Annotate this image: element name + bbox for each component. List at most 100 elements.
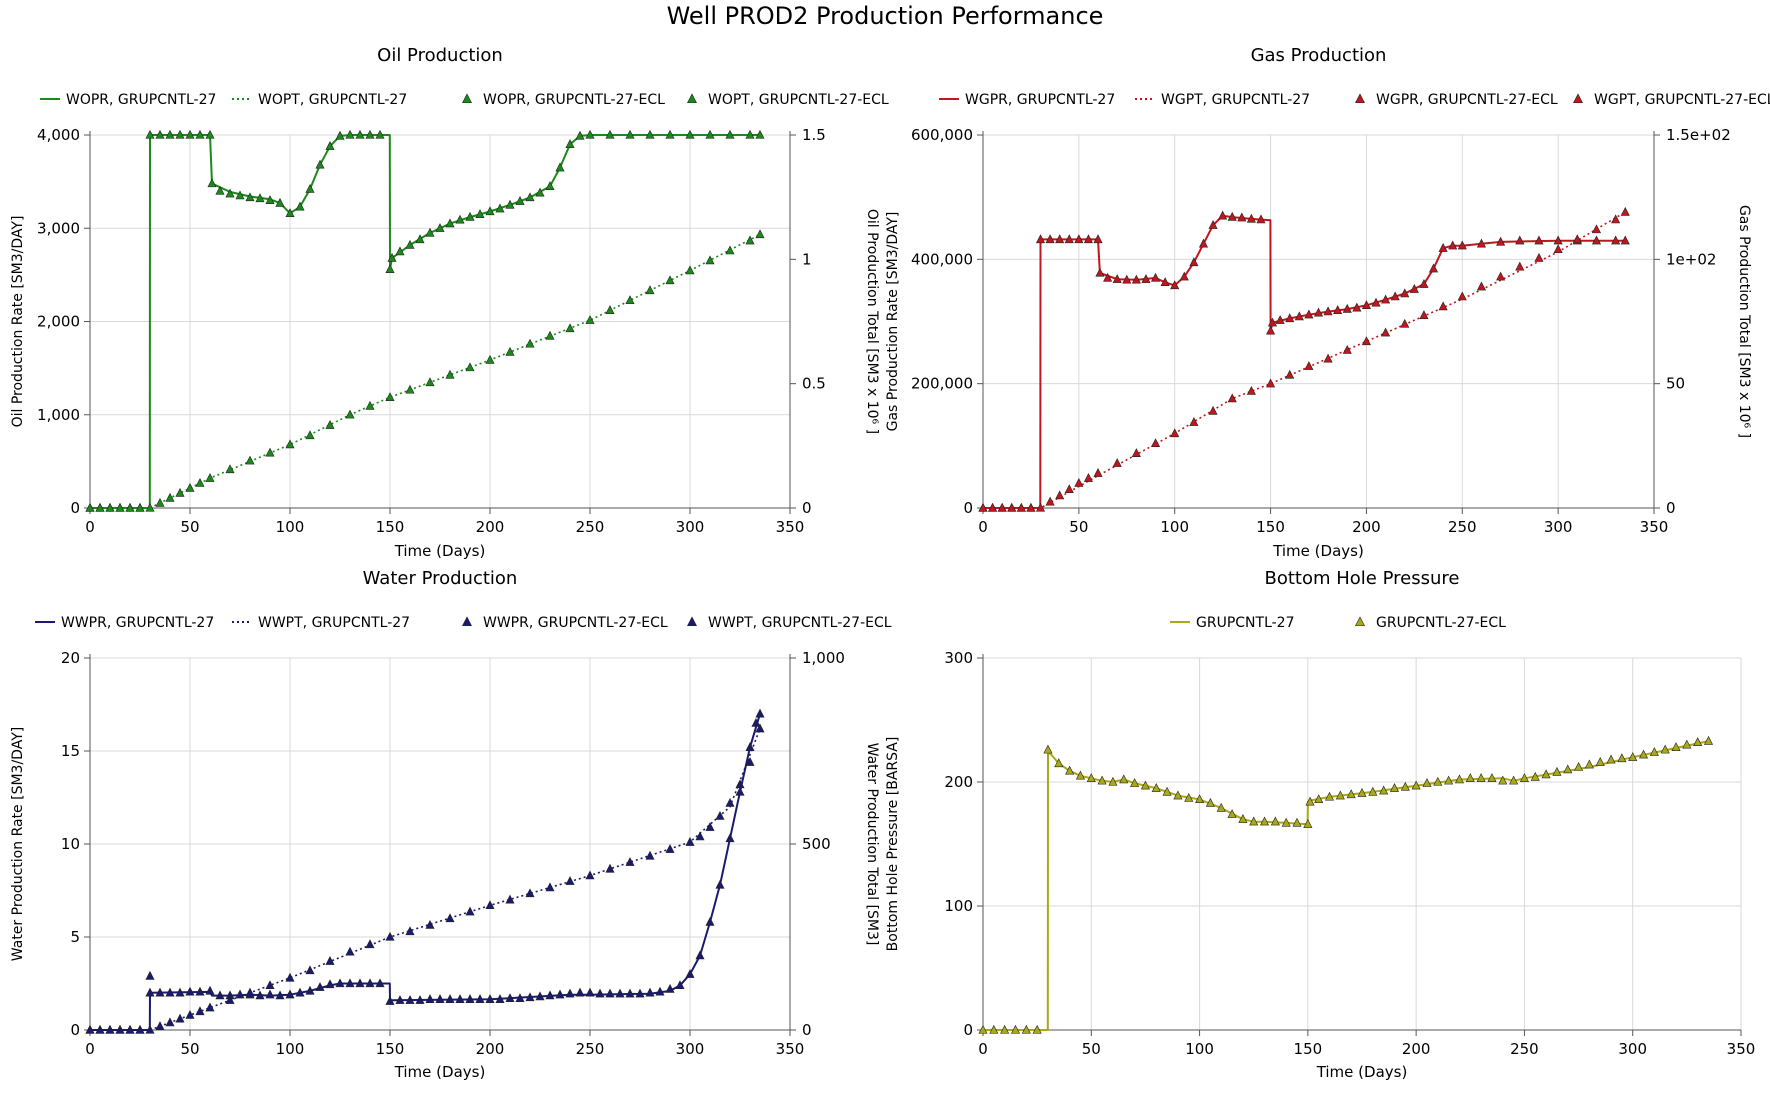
- data-point: [1281, 817, 1291, 827]
- data-point: [1195, 794, 1205, 804]
- data-point: [1032, 1024, 1042, 1034]
- data-point: [1260, 816, 1270, 826]
- data-point: [405, 239, 415, 249]
- data-point: [1246, 385, 1256, 395]
- data-point: [1682, 739, 1692, 749]
- data-point: [485, 994, 495, 1003]
- data-point: [325, 420, 335, 429]
- data-point: [1553, 235, 1563, 245]
- legend-label: WOPR, GRUPCNTL-27: [66, 92, 216, 108]
- data-point: [165, 492, 175, 502]
- y-tick-label: 1,000: [37, 406, 80, 424]
- data-point: [275, 197, 285, 207]
- data-point: [1515, 261, 1525, 271]
- data-point: [425, 994, 435, 1003]
- data-point: [745, 129, 755, 139]
- data-point: [85, 1024, 95, 1034]
- data-point: [525, 888, 535, 898]
- data-point: [285, 208, 295, 218]
- data-point: [435, 994, 445, 1003]
- legend-item: WGPT, GRUPCNTL-27: [1135, 92, 1310, 108]
- data-point: [1534, 235, 1544, 245]
- data-point: [1361, 336, 1371, 346]
- data-point: [1323, 306, 1333, 316]
- data-point: [365, 129, 375, 139]
- data-point: [1026, 502, 1036, 512]
- data-point: [445, 369, 455, 379]
- series-wgpr-grupcntl-27-ecl: [978, 210, 1630, 512]
- y2-tick-label: 50: [1666, 375, 1685, 393]
- chart-title: Water Production: [363, 568, 518, 589]
- data-point: [505, 346, 515, 356]
- data-point: [145, 502, 155, 512]
- legend-label: WWPT, GRUPCNTL-27-ECL: [708, 615, 892, 631]
- x-tick-label: 200: [1352, 518, 1381, 536]
- data-point: [175, 1013, 185, 1023]
- data-point: [989, 1024, 999, 1034]
- data-point: [265, 989, 275, 999]
- x-tick-label: 300: [676, 1040, 705, 1058]
- data-point: [1227, 211, 1237, 221]
- chart-4: Bottom Hole Pressure 0 50 100 150 200 250 300 35…: [885, 568, 1755, 1081]
- data-point: [445, 994, 455, 1003]
- series-wopt-grupcntl-27-ecl: [85, 229, 765, 512]
- data-point: [375, 129, 385, 139]
- data-point: [605, 305, 615, 314]
- data-point: [1438, 301, 1448, 311]
- data-point: [1294, 311, 1304, 321]
- legend-label: WWPR, GRUPCNTL-27-ECL: [483, 615, 668, 631]
- legend-label: WOPT, GRUPCNTL-27-ECL: [708, 92, 889, 108]
- data-point: [605, 988, 615, 998]
- data-point: [485, 900, 495, 910]
- data-point: [405, 995, 415, 1004]
- data-point: [335, 978, 345, 988]
- data-point: [1055, 234, 1065, 244]
- data-point: [725, 833, 735, 843]
- data-point: [665, 844, 675, 853]
- data-point: [285, 989, 295, 999]
- data-point: [235, 989, 245, 999]
- data-point: [1246, 213, 1256, 223]
- data-point: [205, 129, 215, 139]
- data-point: [1208, 219, 1218, 229]
- data-point: [1649, 747, 1659, 756]
- y-tick-label: 2,000: [37, 313, 80, 331]
- data-point: [585, 129, 595, 139]
- data-point: [285, 972, 295, 982]
- data-point: [1256, 214, 1266, 224]
- x-tick-label: 150: [376, 518, 405, 536]
- data-point: [1346, 789, 1356, 799]
- data-point: [455, 994, 465, 1003]
- data-point: [1333, 305, 1343, 314]
- data-point: [725, 129, 735, 139]
- y2-tick-label: 0.5: [802, 375, 826, 393]
- data-point: [155, 1021, 165, 1030]
- legend-item: WWPR, GRUPCNTL-27: [35, 615, 214, 631]
- data-point: [115, 502, 125, 512]
- data-point: [395, 246, 405, 256]
- data-point: [1454, 774, 1464, 784]
- data-point: [685, 129, 695, 139]
- data-point: [1368, 786, 1378, 796]
- data-point: [215, 990, 225, 1000]
- data-point: [135, 1024, 145, 1034]
- legend-label: WWPR, GRUPCNTL-27: [61, 615, 214, 631]
- y2-tick-label: 1.5: [802, 126, 826, 144]
- data-point: [195, 129, 205, 139]
- legend-item: WOPT, GRUPCNTL-27-ECL: [687, 92, 889, 108]
- data-point: [555, 162, 565, 172]
- data-point: [1509, 775, 1519, 785]
- series-wgpt-grupcntl-27-ecl: [978, 206, 1630, 512]
- data-point: [145, 129, 155, 139]
- data-point: [1292, 817, 1302, 827]
- x-tick-label: 250: [1448, 518, 1477, 536]
- data-point: [385, 931, 395, 941]
- data-point: [1035, 234, 1046, 244]
- data-point: [695, 950, 705, 960]
- data-point: [1342, 344, 1352, 354]
- data-point: [1552, 766, 1562, 776]
- data-point: [415, 995, 425, 1004]
- data-point: [565, 988, 575, 998]
- series-wwpr-grupcntl-27-ecl: [85, 708, 765, 1034]
